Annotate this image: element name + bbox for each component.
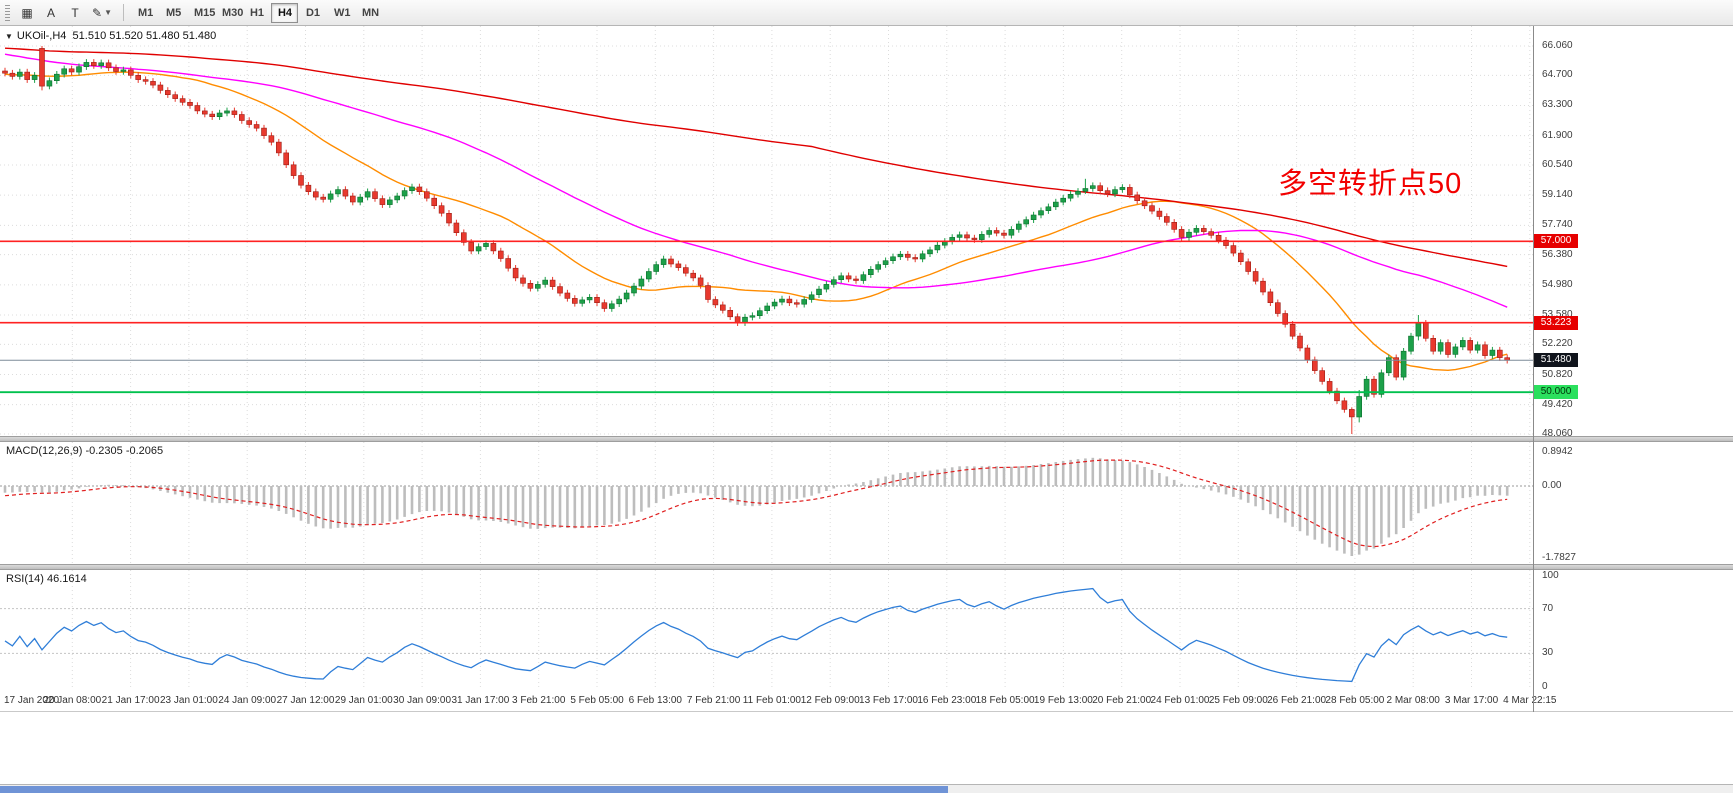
timeframe-button-d1[interactable]: D1 <box>299 3 326 23</box>
price-axis-label: 48.060 <box>1542 428 1573 439</box>
price-axis-label: 59.140 <box>1542 189 1573 201</box>
macd-histogram <box>3 457 1509 556</box>
time-axis[interactable]: 17 Jan 2020 20 Jan 08:00 21 Jan 17:00 23 Ja… <box>0 690 1733 712</box>
text-tool-button[interactable]: T <box>64 3 86 23</box>
timeframe-button-group: M1 M5 M15 M30 H1 H4 D1 W1 MN <box>131 2 382 23</box>
price-axis-label: 61.900 <box>1542 129 1573 141</box>
toolbar-separator <box>122 4 124 21</box>
price-axis-label: 64.700 <box>1542 69 1573 81</box>
horizontal-scrollbar-thumb[interactable] <box>0 786 948 793</box>
chart-info-line: ▼ UKOil-,H4 51.510 51.520 51.480 51.480 <box>5 30 216 42</box>
price-axis-label: 57.740 <box>1542 219 1573 231</box>
ohlc-readout: UKOil-,H4 51.510 51.520 51.480 51.480 <box>16 30 217 42</box>
time-axis-label: 12 Feb 09:00 <box>800 695 860 706</box>
time-axis-label: 25 Feb 09:00 <box>1208 695 1268 706</box>
candles-group <box>2 46 1510 434</box>
cursor-tool-button[interactable]: A <box>40 3 62 23</box>
time-axis-label: 30 Jan 09:00 <box>393 695 452 706</box>
timeframe-button-mn[interactable]: MN <box>355 3 382 23</box>
time-axis-label: 19 Feb 13:00 <box>1033 695 1093 706</box>
rsi-axis-label: 0 <box>1542 681 1548 692</box>
time-axis-label: 3 Feb 21:00 <box>512 695 566 706</box>
timeframe-button-w1[interactable]: W1 <box>327 3 354 23</box>
timeframe-button-h1[interactable]: H1 <box>243 3 270 23</box>
candlestick-chart[interactable] <box>0 26 1533 436</box>
time-axis-label: 3 Mar 17:00 <box>1444 695 1499 706</box>
price-tag: 51.480 <box>1534 353 1578 368</box>
chart-annotation-text: 多空转折点50 <box>1278 168 1463 200</box>
time-axis-label: 26 Feb 21:00 <box>1267 695 1327 706</box>
toolbar: ▦ A T ✎ ▼ M1 M5 M15 M30 H1 H4 D1 W1 MN <box>0 0 1733 26</box>
macd-axis-label: -1.7827 <box>1542 552 1576 563</box>
macd-axis: 0.8942 0.00 -1.7827 <box>1534 442 1733 564</box>
price-axis-label: 66.060 <box>1542 40 1573 51</box>
time-axis-label: 6 Feb 13:00 <box>628 695 682 706</box>
price-axis[interactable]: 66.060 64.700 63.300 61.900 60.540 59.140 57.7… <box>1534 26 1733 439</box>
panel-separator[interactable] <box>0 436 1733 442</box>
time-axis-label: 4 Mar 22:15 <box>1503 695 1557 706</box>
rsi-axis-label: 100 <box>1542 570 1559 581</box>
price-axis-label: 52.220 <box>1542 338 1573 350</box>
main-chart-panel[interactable]: ▼ UKOil-,H4 51.510 51.520 51.480 51.480 … <box>0 26 1533 436</box>
macd-panel[interactable]: MACD(12,26,9) -0.2305 -0.2065 <box>0 442 1533 564</box>
time-axis-label: 29 Jan 01:00 <box>334 695 393 706</box>
macd-signal-line <box>4 459 1508 548</box>
rsi-axis-label: 30 <box>1542 647 1554 659</box>
axis-divider <box>1533 26 1534 712</box>
bottom-area <box>0 712 1733 793</box>
rsi-axis: 100 70 30 0 <box>1534 570 1733 692</box>
time-axis-label: 21 Jan 17:00 <box>101 695 160 706</box>
chart-window-icon[interactable]: ▦ <box>16 3 38 23</box>
time-axis-label: 5 Feb 05:00 <box>570 695 624 706</box>
time-axis-label: 7 Feb 21:00 <box>686 695 741 706</box>
price-axis-label: 56.380 <box>1542 248 1573 260</box>
price-axis-label: 53.580 <box>1542 309 1573 320</box>
time-axis-label: 20 Feb 21:00 <box>1092 695 1152 706</box>
symbol-dropdown-caret[interactable]: ▼ <box>5 31 13 41</box>
time-axis-label: 23 Jan 01:00 <box>159 695 218 706</box>
timeframe-button-m1[interactable]: M1 <box>131 3 158 23</box>
price-axis-label: 60.540 <box>1542 158 1573 170</box>
moving-averages <box>4 47 1508 372</box>
panel-separator[interactable] <box>0 564 1733 570</box>
toolbar-grip[interactable] <box>5 4 10 21</box>
timeframe-button-m30[interactable]: M30 <box>215 3 243 23</box>
timeframe-button-m5[interactable]: M5 <box>159 3 186 23</box>
time-axis-label: 28 Feb 05:00 <box>1325 695 1385 706</box>
chevron-down-icon: ▼ <box>104 8 112 17</box>
macd-label: MACD(12,26,9) -0.2305 -0.2065 <box>6 445 164 457</box>
time-axis-label: 13 Feb 17:00 <box>859 695 918 706</box>
time-axis-label: 11 Feb 01:00 <box>742 695 801 706</box>
time-axis-label: 18 Feb 05:00 <box>975 695 1035 706</box>
rsi-line <box>4 587 1508 683</box>
price-axis-label: 63.300 <box>1542 99 1573 111</box>
timeframe-button-h4[interactable]: H4 <box>270 2 298 23</box>
time-axis-label: 24 Feb 01:00 <box>1150 695 1210 706</box>
time-axis-label: 24 Jan 09:00 <box>218 695 277 706</box>
rsi-chart[interactable] <box>0 570 1533 690</box>
macd-axis-label: 0.8942 <box>1542 446 1573 457</box>
price-tag: 57.000 <box>1534 234 1578 249</box>
time-axis-label: 2 Mar 08:00 <box>1386 695 1440 706</box>
time-axis-label: 27 Jan 12:00 <box>276 695 335 706</box>
price-axis-label: 50.820 <box>1542 368 1573 380</box>
price-axis-label: 54.980 <box>1542 278 1573 290</box>
time-axis-label: 16 Feb 23:00 <box>917 695 977 706</box>
rsi-label: RSI(14) 46.1614 <box>6 573 87 585</box>
horizontal-scrollbar-track[interactable] <box>0 784 1733 793</box>
rsi-axis-label: 70 <box>1542 602 1554 614</box>
price-axis-label: 49.420 <box>1542 398 1573 410</box>
price-tag: 53.223 <box>1534 315 1578 330</box>
time-axis-label: 31 Jan 17:00 <box>451 695 510 706</box>
draw-tools-dropdown[interactable]: ✎ ▼ <box>88 3 116 23</box>
rsi-panel[interactable]: RSI(14) 46.1614 <box>0 570 1533 690</box>
time-axis-label: 17 Jan 2020 <box>4 695 60 706</box>
macd-axis-label: 0.00 <box>1542 480 1562 491</box>
time-axis-label: 20 Jan 08:00 <box>43 695 102 706</box>
price-tag: 50.000 <box>1534 385 1578 400</box>
pencil-icon: ✎ <box>92 5 103 20</box>
macd-chart[interactable] <box>0 442 1533 564</box>
timeframe-button-m15[interactable]: M15 <box>187 3 215 23</box>
